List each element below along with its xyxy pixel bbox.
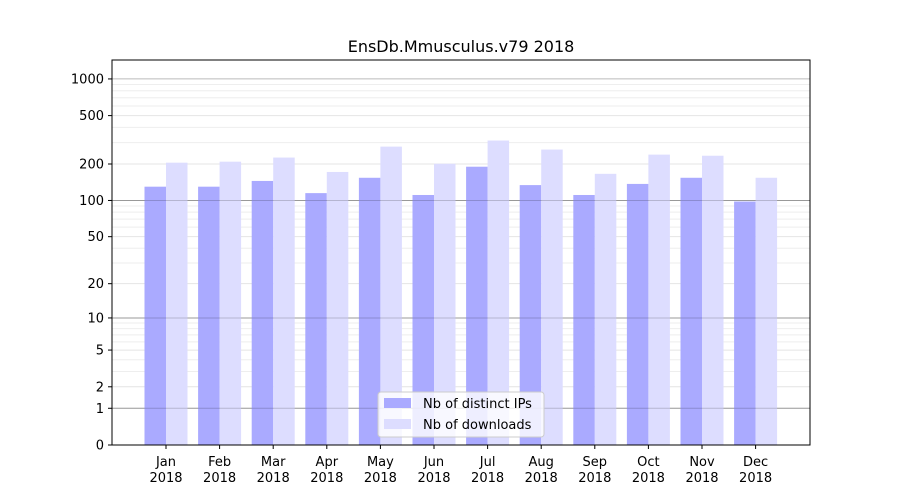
x-tick-label: Mar — [261, 455, 286, 470]
bar-ips — [198, 186, 220, 445]
legend-label: Nb of downloads — [423, 418, 532, 433]
x-tick-label: Dec — [743, 455, 768, 470]
x-tick-label: Jul — [479, 455, 496, 470]
bar-ips — [626, 183, 649, 445]
bar-ips — [144, 186, 166, 445]
y-tick-label: 100 — [79, 194, 104, 209]
x-tick-label: Oct — [637, 455, 659, 470]
y-tick-label: 200 — [79, 158, 104, 173]
legend: Nb of distinct IPs Nb of downloads — [377, 391, 545, 438]
bar-downloads — [541, 149, 563, 445]
y-tick-label: 500 — [79, 109, 104, 124]
plot-frame — [111, 59, 811, 446]
legend-swatch — [384, 419, 411, 429]
bar-downloads — [326, 171, 349, 445]
x-tick-label: 2018 — [632, 471, 665, 486]
bar-ips — [305, 193, 327, 445]
y-tick-label: 1 — [96, 402, 104, 417]
x-tick-label: Nov — [689, 455, 715, 470]
bar-ips — [251, 180, 274, 446]
legend-box — [377, 391, 545, 438]
y-tick-label: 20 — [87, 277, 104, 292]
bar-downloads — [702, 155, 724, 445]
bar-ips — [358, 177, 381, 445]
bar-ips — [734, 201, 756, 445]
x-tick-label: 2018 — [149, 471, 182, 486]
bar-ips — [466, 166, 488, 446]
y-tick-label: 0 — [96, 439, 104, 454]
x-tick-label: Apr — [316, 455, 339, 470]
x-tick-label: 2018 — [364, 471, 397, 486]
bar-ips — [519, 185, 542, 446]
bar-downloads — [755, 177, 778, 445]
x-tick-label: 2018 — [203, 471, 236, 486]
x-tick-label: 2018 — [417, 471, 450, 486]
y-tick-label: 2 — [96, 380, 104, 395]
x-tick-label: 2018 — [525, 471, 558, 486]
x-tick-label: 2018 — [739, 471, 772, 486]
x-tick-label: May — [367, 455, 394, 470]
y-tick-label: 1000 — [71, 72, 104, 87]
bar-downloads — [380, 146, 402, 445]
bar-downloads — [487, 140, 510, 446]
bar-downloads — [219, 161, 242, 446]
x-tick-label: Jan — [155, 455, 176, 470]
bar-ips — [412, 194, 434, 445]
x-tick-label: 2018 — [471, 471, 504, 486]
bar-ips — [680, 177, 702, 445]
x-tick-label: Sep — [583, 455, 608, 470]
x-tick-label: 2018 — [578, 471, 611, 486]
y-tick-label: 5 — [96, 344, 104, 359]
x-tick-label: Feb — [208, 455, 231, 470]
bar-downloads — [648, 154, 670, 445]
bar-downloads — [434, 163, 456, 445]
x-tick-label: Jun — [423, 455, 444, 470]
bar-downloads — [273, 157, 295, 445]
bar-ips — [573, 194, 595, 445]
chart-title: EnsDb.Mmusculus.v79 2018 — [348, 37, 575, 56]
y-tick-label: 10 — [87, 311, 104, 326]
x-tick-label: 2018 — [310, 471, 343, 486]
x-tick-label: 2018 — [257, 471, 290, 486]
x-tick-label: 2018 — [685, 471, 718, 486]
x-tick-label: Aug — [529, 455, 554, 470]
legend-swatch — [384, 398, 411, 408]
bar-downloads — [166, 162, 188, 445]
legend-label: Nb of distinct IPs — [423, 397, 532, 412]
y-tick-label: 50 — [87, 230, 104, 245]
bar-downloads — [594, 173, 617, 445]
